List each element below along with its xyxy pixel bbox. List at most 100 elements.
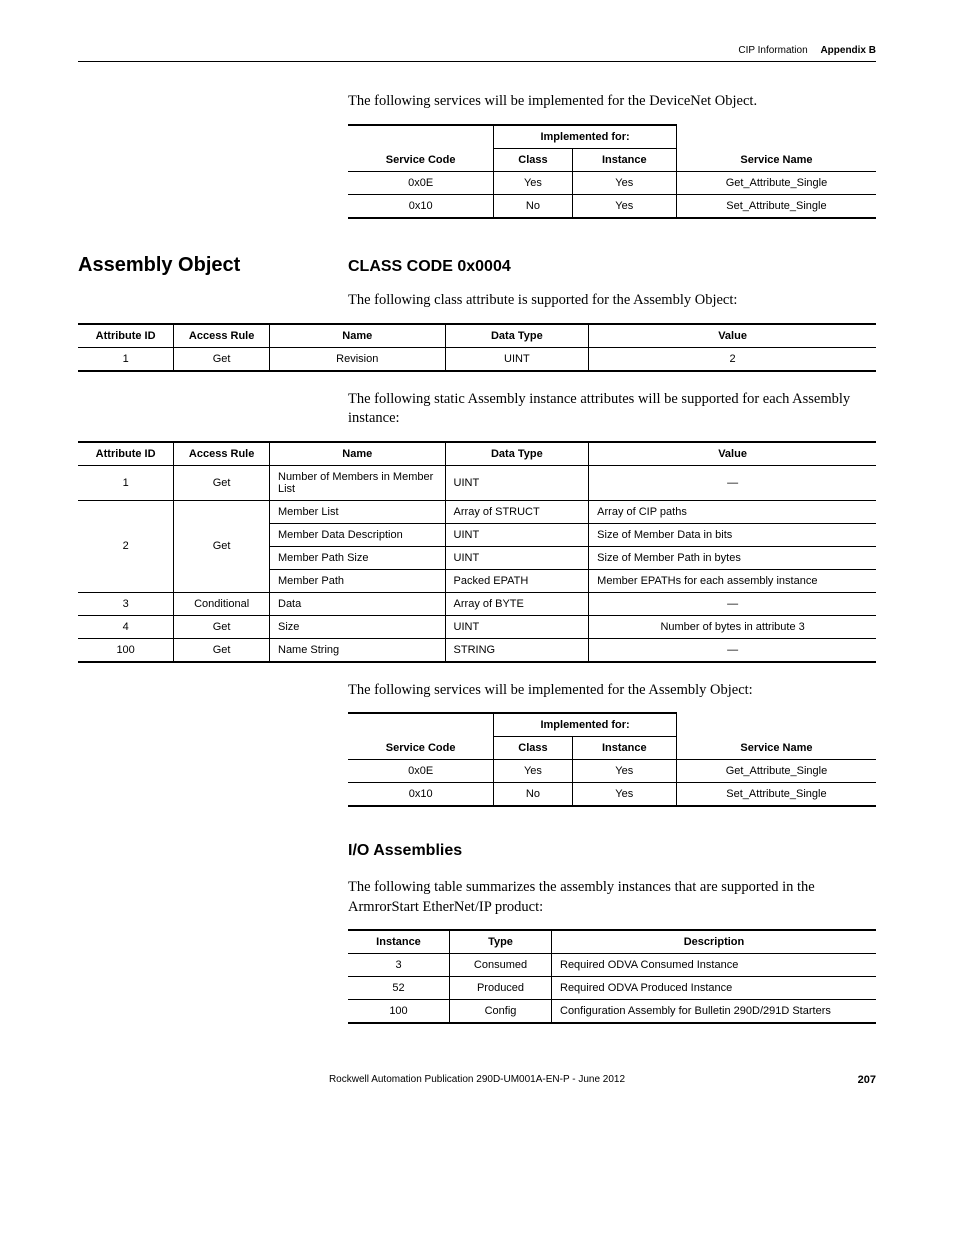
table-cell: — — [589, 465, 876, 500]
table-cell: Number of bytes in attribute 3 — [589, 615, 876, 638]
table-cell: 0x10 — [348, 194, 494, 218]
th-instance: Instance — [572, 148, 676, 171]
table-cell: UINT — [445, 546, 589, 569]
io-assemblies-table: InstanceTypeDescription 3ConsumedRequire… — [348, 929, 876, 1024]
table-cell: Member Data Description — [270, 523, 446, 546]
table4-body: 0x0EYesYesGet_Attribute_Single0x10NoYesS… — [348, 760, 876, 807]
table-cell: Yes — [572, 783, 676, 807]
table-cell: Revision — [270, 347, 446, 371]
th-class: Class — [494, 148, 572, 171]
table-cell: Member Path — [270, 569, 446, 592]
table-cell: Get — [174, 500, 270, 592]
table5-body: 3ConsumedRequired ODVA Consumed Instance… — [348, 954, 876, 1024]
table-cell: Array of BYTE — [445, 592, 589, 615]
table-cell: Yes — [572, 171, 676, 194]
table-cell: STRING — [445, 638, 589, 662]
th-implemented-for-2: Implemented for: — [494, 713, 677, 737]
th-service-code: Service Code — [348, 125, 494, 172]
table-cell: Produced — [450, 977, 552, 1000]
th-class-2: Class — [494, 737, 572, 760]
table-cell: Size of Member Data in bits — [589, 523, 876, 546]
table-cell: 4 — [78, 615, 174, 638]
table-cell: Size of Member Path in bytes — [589, 546, 876, 569]
class-attr-table: Attribute IDAccess RuleNameData TypeValu… — [78, 323, 876, 372]
table-cell: Yes — [494, 760, 572, 783]
table-cell: Member List — [270, 500, 446, 523]
table-cell: Yes — [494, 171, 572, 194]
intro-text-2: The following class attribute is support… — [348, 291, 876, 311]
table-cell: Required ODVA Consumed Instance — [552, 954, 877, 977]
services-table-2: Service Code Implemented for: Service Na… — [348, 712, 876, 807]
table-cell: — — [589, 638, 876, 662]
table-cell: Member Path Size — [270, 546, 446, 569]
table1-body: 0x0EYesYesGet_Attribute_Single0x10NoYesS… — [348, 171, 876, 218]
table-header: Value — [589, 442, 876, 466]
header-appendix: Appendix B — [820, 45, 876, 56]
table-cell: 2 — [589, 347, 876, 371]
page-footer: Rockwell Automation Publication 290D-UM0… — [78, 1074, 876, 1085]
table-header: Access Rule — [174, 442, 270, 466]
table-header: Data Type — [445, 442, 589, 466]
table-header: Instance — [348, 930, 450, 954]
table-cell: Size — [270, 615, 446, 638]
table-cell: 1 — [78, 465, 174, 500]
table-cell: Data — [270, 592, 446, 615]
table3-body: 1GetNumber of Members in Member ListUINT… — [78, 465, 876, 662]
services-table-1: Service Code Implemented for: Service Na… — [348, 124, 876, 219]
th-service-code-2: Service Code — [348, 713, 494, 760]
table-header: Data Type — [445, 324, 589, 348]
table-cell: Configuration Assembly for Bulletin 290D… — [552, 1000, 877, 1024]
table-header: Type — [450, 930, 552, 954]
table-cell: UINT — [445, 347, 589, 371]
table-cell: 1 — [78, 347, 174, 371]
table-cell: Get_Attribute_Single — [676, 171, 876, 194]
table-cell: Consumed — [450, 954, 552, 977]
table-cell: Set_Attribute_Single — [676, 783, 876, 807]
io-assemblies-heading: I/O Assemblies — [348, 842, 876, 860]
intro-text-4: The following services will be implement… — [348, 681, 876, 701]
table-cell: Packed EPATH — [445, 569, 589, 592]
table-cell: Get — [174, 465, 270, 500]
table-cell: Get — [174, 615, 270, 638]
footer-pub: Rockwell Automation Publication 290D-UM0… — [329, 1074, 625, 1085]
table-cell: — — [589, 592, 876, 615]
table-cell: 100 — [348, 1000, 450, 1024]
table-cell: UINT — [445, 523, 589, 546]
table-cell: Name String — [270, 638, 446, 662]
table-cell: 0x10 — [348, 783, 494, 807]
page-header: CIP Information Appendix B — [78, 45, 876, 62]
table-cell: Conditional — [174, 592, 270, 615]
table-cell: 0x0E — [348, 760, 494, 783]
th-service-name: Service Name — [676, 125, 876, 172]
table-header: Name — [270, 442, 446, 466]
table-cell: 52 — [348, 977, 450, 1000]
table-cell: Required ODVA Produced Instance — [552, 977, 877, 1000]
th-implemented-for: Implemented for: — [494, 125, 677, 149]
table-cell: Number of Members in Member List — [270, 465, 446, 500]
table-header: Attribute ID — [78, 324, 174, 348]
table-cell: 3 — [78, 592, 174, 615]
table-cell: 100 — [78, 638, 174, 662]
table-header: Access Rule — [174, 324, 270, 348]
table-header: Name — [270, 324, 446, 348]
intro-text-1: The following services will be implement… — [348, 92, 876, 112]
table-cell: Array of CIP paths — [589, 500, 876, 523]
table-cell: Array of STRUCT — [445, 500, 589, 523]
table-cell: No — [494, 194, 572, 218]
table-cell: Get — [174, 347, 270, 371]
intro-text-3: The following static Assembly instance a… — [348, 390, 876, 429]
th-instance-2: Instance — [572, 737, 676, 760]
table-cell: Member EPATHs for each assembly instance — [589, 569, 876, 592]
table2-body: 1GetRevisionUINT2 — [78, 347, 876, 371]
table-cell: Get_Attribute_Single — [676, 760, 876, 783]
table-cell: Set_Attribute_Single — [676, 194, 876, 218]
table-cell: Config — [450, 1000, 552, 1024]
table-cell: Get — [174, 638, 270, 662]
intro-text-5: The following table summarizes the assem… — [348, 878, 876, 917]
table-cell: UINT — [445, 465, 589, 500]
table-cell: Yes — [572, 760, 676, 783]
table-cell: 2 — [78, 500, 174, 592]
table-cell: 0x0E — [348, 171, 494, 194]
table-cell: 3 — [348, 954, 450, 977]
table-header: Value — [589, 324, 876, 348]
